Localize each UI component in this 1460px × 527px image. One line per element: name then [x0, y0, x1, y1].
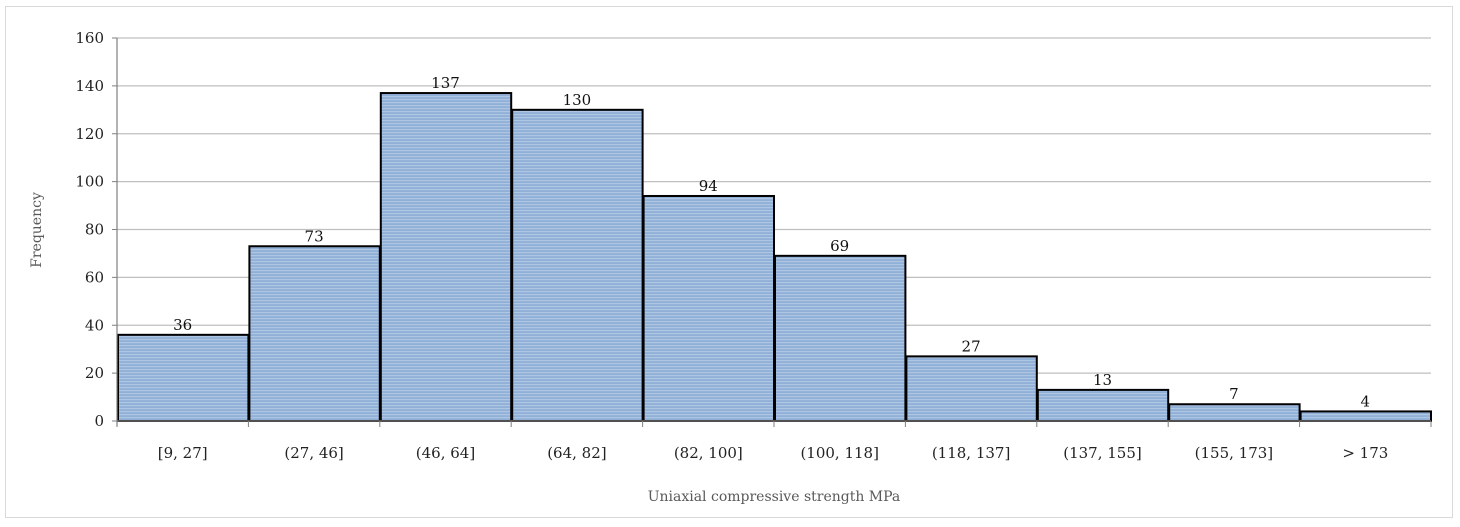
- y-tick-labels: 0 20 40 60 80 100 120 140 160: [75, 29, 104, 430]
- data-label: 4: [1361, 392, 1371, 410]
- data-label: 130: [563, 91, 592, 109]
- x-tick-labels: [9, 27] (27, 46] (46, 64] (64, 82] (82, 100]…: [158, 444, 1389, 462]
- bar: [511, 108, 644, 422]
- x-tick-label: (100, 118]: [800, 444, 879, 462]
- x-axis-title: Uniaxial compressive strength MPa: [648, 489, 901, 505]
- data-label: 137: [431, 74, 460, 92]
- y-axis-title: Frequency: [29, 192, 45, 268]
- bar: [1036, 388, 1170, 423]
- bars: [117, 92, 1432, 423]
- y-tick-label: 40: [85, 316, 104, 334]
- data-label: 7: [1229, 385, 1239, 403]
- x-tick-label: (27, 46]: [284, 444, 343, 462]
- bar: [1299, 410, 1432, 422]
- bar: [642, 194, 775, 422]
- data-label: 94: [699, 177, 718, 195]
- y-tick-label: 80: [85, 221, 104, 239]
- y-tick-label: 160: [75, 29, 104, 47]
- data-label: 36: [173, 316, 192, 334]
- bar: [117, 333, 250, 423]
- y-tick-label: 60: [85, 268, 104, 286]
- y-tick-label: 100: [75, 173, 104, 191]
- x-tick-label: (82, 100]: [674, 444, 743, 462]
- x-tick-label: (137, 155]: [1063, 444, 1142, 462]
- x-tick-label: (155, 173]: [1195, 444, 1274, 462]
- bar: [774, 254, 907, 422]
- data-label: 73: [305, 227, 324, 245]
- data-label: 13: [1093, 371, 1112, 389]
- data-label: 27: [962, 337, 981, 355]
- x-tick-label: (64, 82]: [547, 444, 606, 462]
- x-tick-label: > 173: [1342, 444, 1388, 462]
- y-tick-label: 0: [94, 412, 104, 430]
- y-tick-label: 120: [75, 125, 104, 143]
- y-tick-label: 20: [85, 364, 104, 382]
- bar: [905, 355, 1038, 422]
- y-tick-label: 140: [75, 77, 104, 95]
- x-tick-label: (118, 137]: [932, 444, 1011, 462]
- x-tick-label: [9, 27]: [158, 444, 208, 462]
- bar: [379, 92, 513, 423]
- bar: [1168, 403, 1301, 422]
- bar: [248, 245, 381, 422]
- data-label: 69: [830, 237, 849, 255]
- x-tick-label: (46, 64]: [416, 444, 475, 462]
- axes: [112, 37, 1432, 427]
